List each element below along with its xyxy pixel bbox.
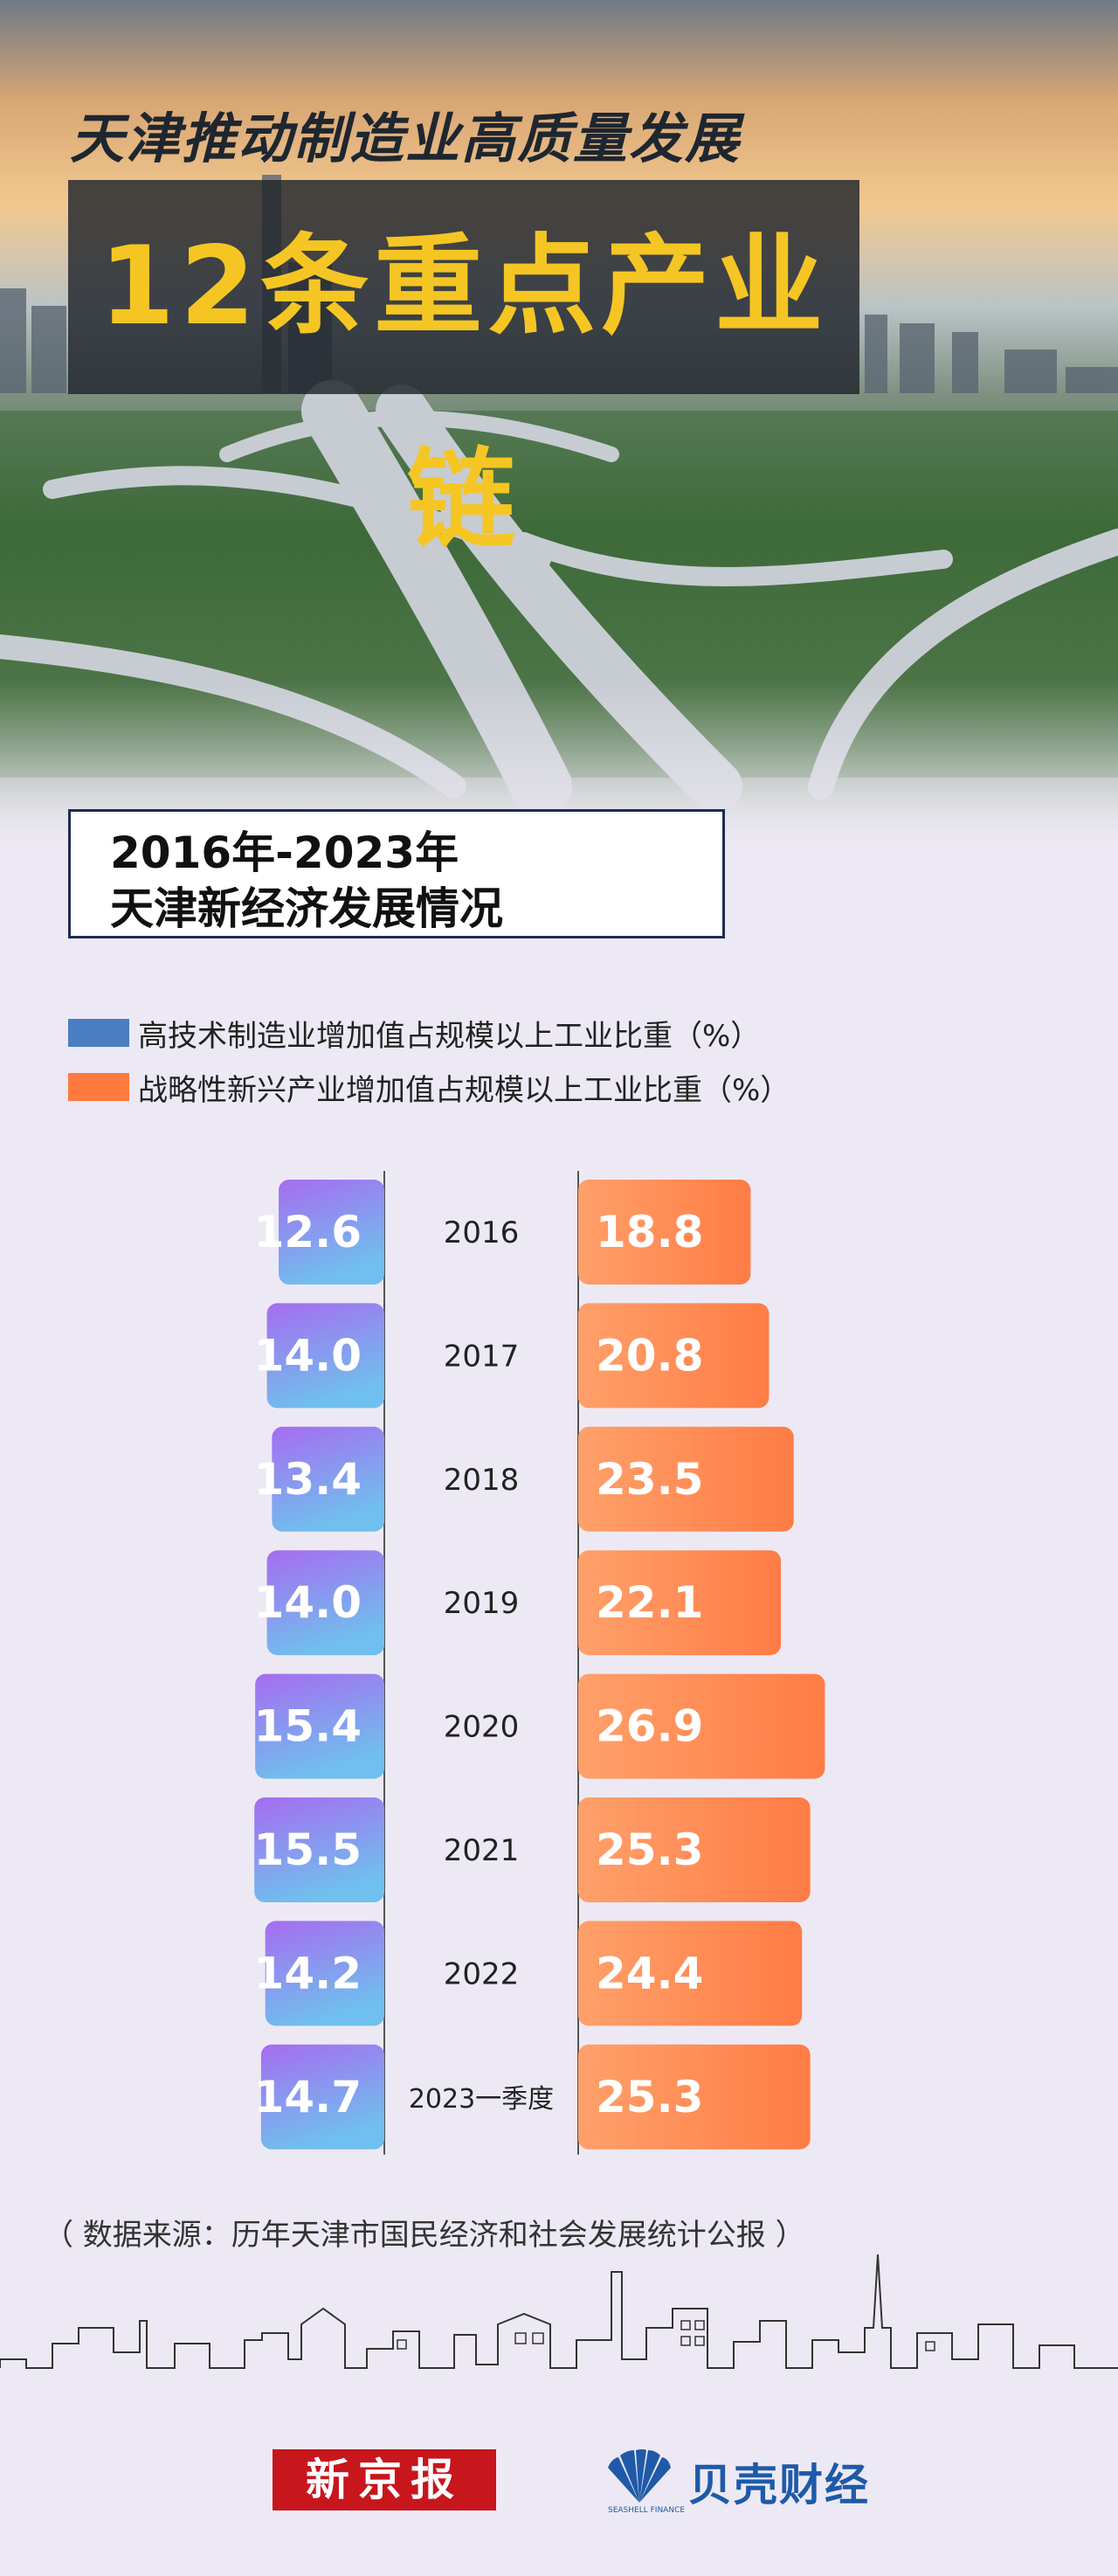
bar-emerging-4 bbox=[578, 1673, 825, 1779]
bar-emerging-3 bbox=[578, 1550, 782, 1656]
bar-emerging-0 bbox=[578, 1180, 751, 1285]
bar-emerging-6 bbox=[578, 1921, 803, 2026]
subtitle-line1: 2016年-2023年 bbox=[110, 828, 459, 878]
bar-hightech-1 bbox=[266, 1303, 384, 1409]
value-label-hightech-5: 15.5 bbox=[254, 1825, 362, 1875]
headline-box bbox=[68, 180, 859, 394]
butterfly-bar-chart: 12.6 18.8 2016 14.0 20.8 2017 13.4 23.5 2018 14.0… bbox=[254, 1171, 825, 2155]
category-label-3: 2019 bbox=[444, 1586, 520, 1621]
legend-label-emerging: 战略性新兴产业增加值占规模以上工业比重（%） bbox=[138, 1072, 790, 1108]
bar-emerging-7 bbox=[578, 2044, 811, 2150]
value-label-emerging-5: 25.3 bbox=[596, 1825, 703, 1875]
bar-emerging-5 bbox=[578, 1797, 811, 1902]
value-label-hightech-2: 13.4 bbox=[254, 1454, 362, 1505]
bar-hightech-5 bbox=[254, 1797, 384, 1902]
category-label-2: 2018 bbox=[444, 1463, 520, 1498]
bar-hightech-7 bbox=[260, 2044, 384, 2150]
category-label-1: 2017 bbox=[444, 1339, 520, 1374]
beike-caijing-logo: 贝壳财经 bbox=[688, 2460, 870, 2510]
bar-hightech-6 bbox=[265, 1921, 384, 2026]
value-label-emerging-7: 25.3 bbox=[596, 2072, 703, 2122]
legend-label-hightech: 高技术制造业增加值占规模以上工业比重（%） bbox=[138, 1018, 761, 1054]
bar-hightech-4 bbox=[255, 1673, 384, 1779]
value-label-hightech-6: 14.2 bbox=[254, 1948, 362, 1998]
bar-hightech-3 bbox=[266, 1550, 384, 1656]
city-overpass-photo bbox=[0, 0, 1118, 856]
bar-hightech-0 bbox=[279, 1180, 384, 1285]
legend-swatch-blue bbox=[68, 1019, 129, 1047]
category-label-0: 2016 bbox=[444, 1215, 520, 1250]
legend-item-emerging: 战略性新兴产业增加值占规模以上工业比重（%） bbox=[68, 1070, 790, 1108]
value-label-emerging-2: 23.5 bbox=[596, 1454, 703, 1505]
value-label-emerging-4: 26.9 bbox=[596, 1701, 703, 1752]
value-label-emerging-0: 18.8 bbox=[596, 1207, 703, 1257]
value-label-hightech-3: 14.0 bbox=[254, 1577, 362, 1628]
bar-emerging-2 bbox=[578, 1426, 794, 1532]
hero-banner bbox=[0, 0, 1118, 856]
category-label-6: 2022 bbox=[444, 1956, 520, 1991]
legend-swatch-orange bbox=[68, 1073, 129, 1101]
value-label-emerging-6: 24.4 bbox=[596, 1948, 703, 1998]
xinjingbao-logo: 新京报 bbox=[273, 2449, 496, 2510]
legend-item-hightech: 高技术制造业增加值占规模以上工业比重（%） bbox=[68, 1015, 760, 1054]
beike-caijing-subtitle: SEASHELL FINANCE bbox=[608, 2506, 686, 2515]
headline-main: 12条重点产业链 bbox=[99, 224, 829, 564]
value-label-hightech-0: 12.6 bbox=[254, 1207, 362, 1257]
value-label-hightech-7: 14.7 bbox=[254, 2072, 362, 2122]
seashell-icon bbox=[608, 2449, 671, 2503]
bar-hightech-2 bbox=[272, 1426, 384, 1532]
subtitle-line2: 天津新经济发展情况 bbox=[110, 883, 503, 934]
value-label-emerging-1: 20.8 bbox=[596, 1330, 703, 1381]
data-source-note: （ 数据来源：历年天津市国民经济和社会发展统计公报 ） bbox=[44, 2218, 805, 2253]
skyline-illustration bbox=[0, 2254, 1118, 2369]
category-label-5: 2021 bbox=[444, 1833, 520, 1868]
value-label-hightech-4: 15.4 bbox=[254, 1701, 362, 1752]
value-label-emerging-3: 22.1 bbox=[596, 1577, 703, 1628]
bar-emerging-1 bbox=[578, 1303, 769, 1409]
headline-top: 天津推动制造业高质量发展 bbox=[70, 107, 742, 170]
category-label-7: 2023一季度 bbox=[409, 2084, 554, 2115]
category-label-4: 2020 bbox=[444, 1710, 520, 1745]
subtitle-box bbox=[68, 809, 725, 938]
value-label-hightech-1: 14.0 bbox=[254, 1330, 362, 1381]
